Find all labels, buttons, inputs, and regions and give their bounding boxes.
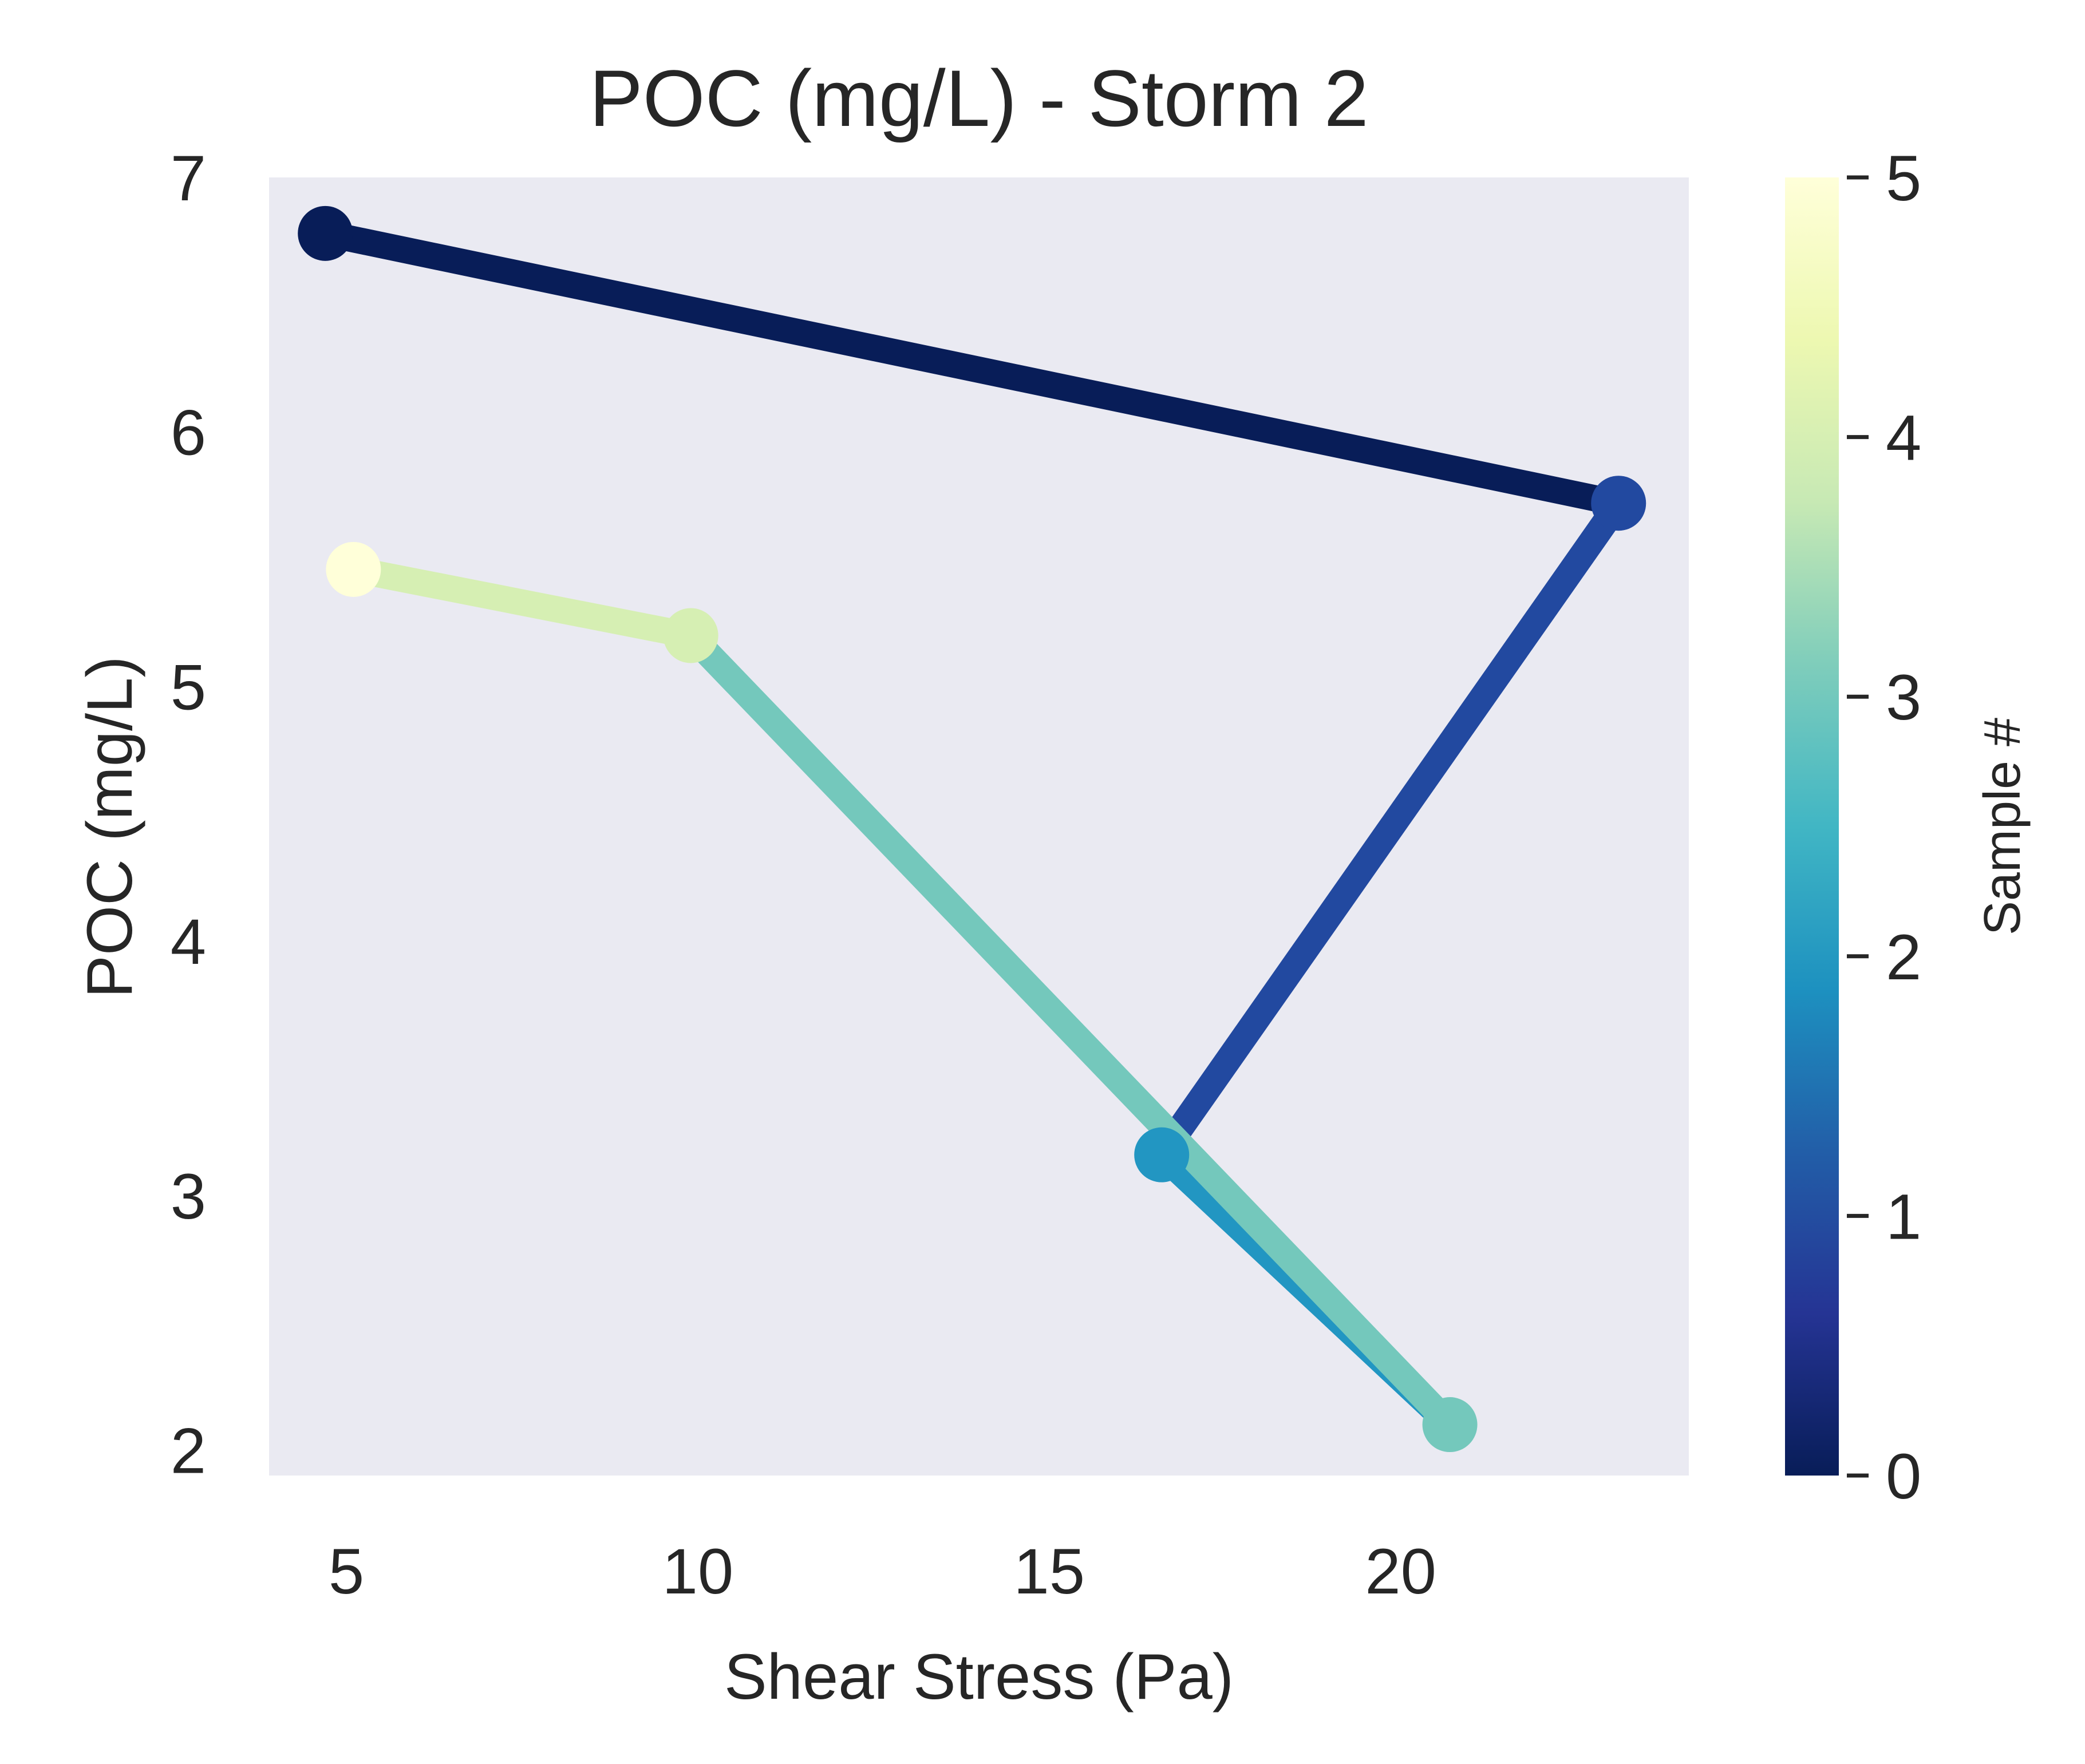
x-tick-label: 5	[329, 1536, 364, 1607]
data-point	[1134, 1127, 1190, 1182]
y-tick-label: 5	[171, 651, 206, 723]
data-point	[1591, 476, 1646, 531]
colorbar-label: Sample #	[1974, 718, 2031, 935]
data-point	[1422, 1397, 1478, 1453]
y-tick-label: 3	[171, 1161, 206, 1232]
plot-area	[269, 177, 1689, 1476]
y-axis-label: POC (mg/L)	[74, 656, 145, 998]
y-tick-label: 7	[171, 143, 206, 214]
data-point	[663, 608, 718, 663]
y-tick-label: 6	[171, 397, 206, 469]
series-segments	[322, 220, 1630, 1434]
x-tick-label: 10	[662, 1536, 734, 1607]
colorbar	[1785, 177, 1839, 1476]
series-markers	[298, 205, 1646, 1453]
colorbar-tick-label: 5	[1886, 143, 1921, 214]
series-segment	[681, 626, 1460, 1434]
series-segment	[322, 220, 1621, 516]
y-tick-label: 4	[171, 906, 206, 978]
x-axis-label: Shear Stress (Pa)	[724, 1641, 1234, 1712]
y-axis-ticks: 2 3 4 5 6 7	[171, 143, 206, 1487]
colorbar-ticks: 0 1 2 3 4 5	[1847, 143, 1921, 1512]
chart-title: POC (mg/L) - Storm 2	[589, 53, 1368, 143]
series-segment	[1151, 496, 1630, 1162]
colorbar-tick-label: 2	[1886, 921, 1921, 993]
data-point	[298, 205, 353, 261]
x-axis-ticks: 5 10 15 20	[329, 1536, 1436, 1607]
colorbar-tick-label: 1	[1886, 1181, 1921, 1252]
x-tick-label: 15	[1013, 1536, 1085, 1607]
colorbar-tick-label: 3	[1886, 662, 1921, 733]
colorbar-tick-label: 0	[1886, 1441, 1921, 1512]
x-tick-label: 20	[1365, 1536, 1436, 1607]
series-segment	[350, 556, 694, 649]
colorbar-tick-label: 4	[1886, 402, 1921, 474]
y-tick-label: 2	[171, 1415, 206, 1487]
data-point	[326, 541, 381, 597]
